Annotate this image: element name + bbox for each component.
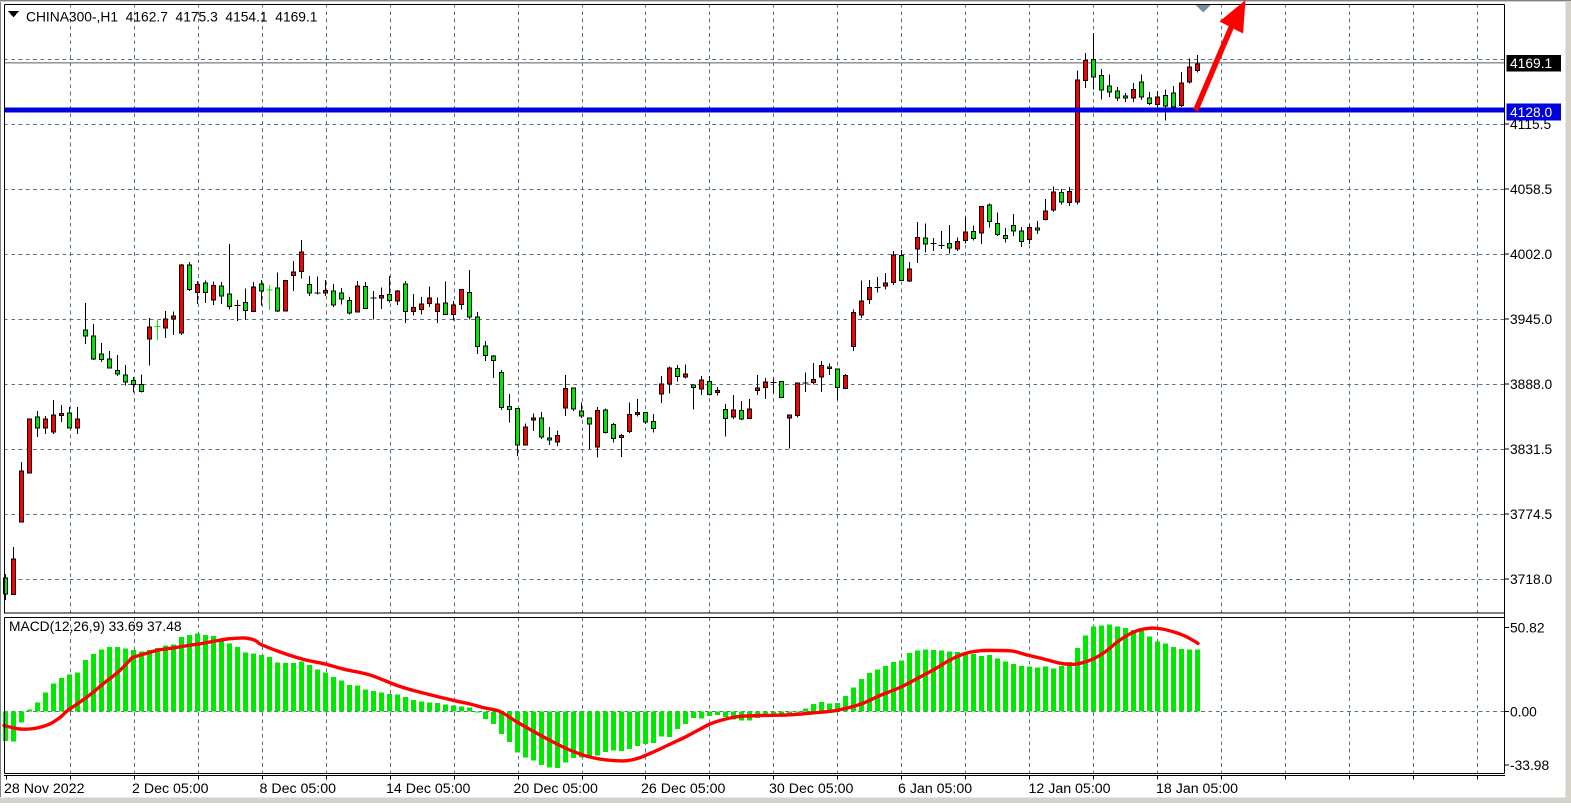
svg-text:28 Nov 2022: 28 Nov 2022 xyxy=(4,781,85,797)
svg-text:4128.0: 4128.0 xyxy=(1510,105,1553,120)
svg-text:14 Dec 05:00: 14 Dec 05:00 xyxy=(386,781,471,797)
svg-text:30 Dec 05:00: 30 Dec 05:00 xyxy=(769,781,854,797)
svg-text:3774.5: 3774.5 xyxy=(1510,507,1553,522)
svg-text:6 Jan 05:00: 6 Jan 05:00 xyxy=(898,781,972,797)
svg-text:20 Dec 05:00: 20 Dec 05:00 xyxy=(514,781,599,797)
svg-text:18 Jan 05:00: 18 Jan 05:00 xyxy=(1156,781,1238,797)
svg-text:4169.1: 4169.1 xyxy=(1510,56,1552,71)
svg-text:26 Dec 05:00: 26 Dec 05:00 xyxy=(641,781,726,797)
svg-text:0.00: 0.00 xyxy=(1510,704,1537,719)
svg-text:3945.0: 3945.0 xyxy=(1510,312,1553,327)
svg-text:3718.0: 3718.0 xyxy=(1510,572,1553,587)
svg-text:2 Dec 05:00: 2 Dec 05:00 xyxy=(132,781,209,797)
svg-text:-33.98: -33.98 xyxy=(1510,758,1549,773)
svg-text:4002.0: 4002.0 xyxy=(1510,247,1553,262)
svg-text:12 Jan 05:00: 12 Jan 05:00 xyxy=(1029,781,1111,797)
svg-text:8 Dec 05:00: 8 Dec 05:00 xyxy=(260,781,337,797)
svg-text:3888.0: 3888.0 xyxy=(1510,377,1553,392)
svg-text:4058.5: 4058.5 xyxy=(1510,182,1553,197)
svg-text:3831.5: 3831.5 xyxy=(1510,442,1553,457)
svg-text:50.82: 50.82 xyxy=(1510,620,1545,635)
svg-text:CHINA300-,H1 4162.7 4175.3: CHINA300-,H1 4162.7 4175.3 4154.1 4169.1 xyxy=(26,10,317,25)
svg-text:MACD(12,26,9) 33.69 37.48: MACD(12,26,9) 33.69 37.48 xyxy=(9,619,182,634)
